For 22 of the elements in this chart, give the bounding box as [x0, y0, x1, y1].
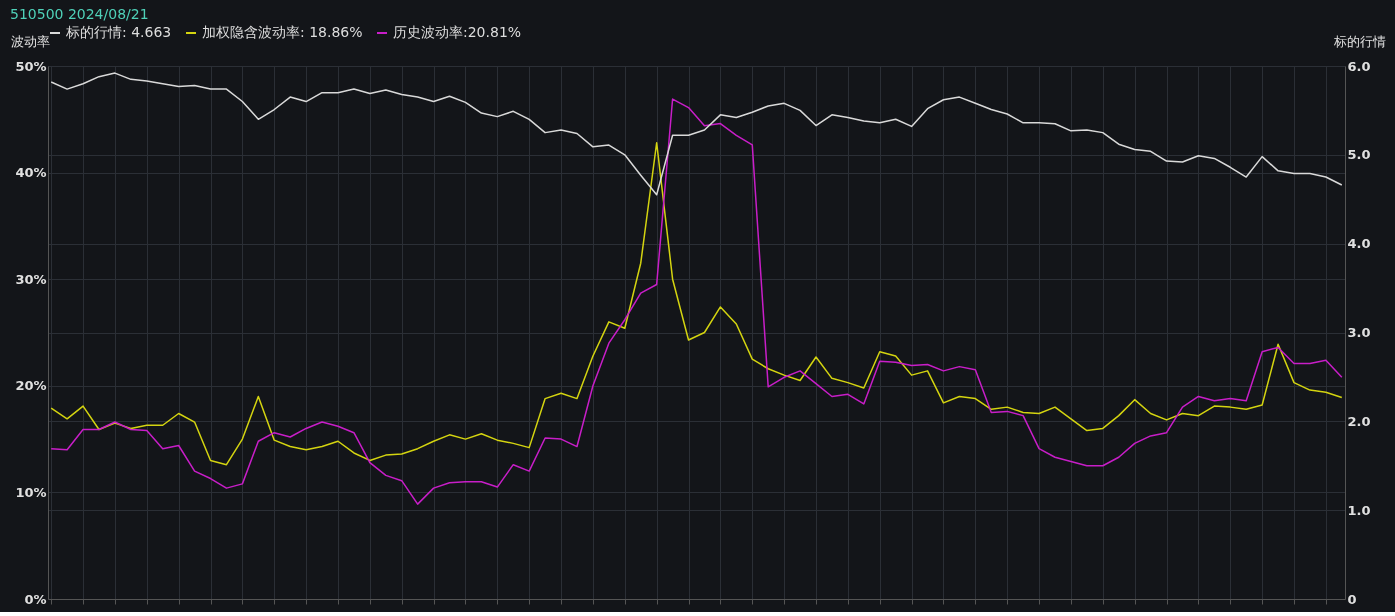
chart-title: 510500 2024/08/21	[10, 6, 149, 22]
y2-tick-label: 0	[1347, 591, 1357, 607]
y2-tick-label: 5.0	[1347, 147, 1371, 163]
y2-tick-label: 6.0	[1347, 58, 1371, 74]
y-tick-label: 20%	[15, 378, 47, 394]
y2-tick-label: 2.0	[1347, 413, 1371, 429]
line-series	[50, 142, 1343, 466]
y-tick-label: 10%	[15, 484, 47, 500]
legend-label: 标的行情: 4.663	[65, 24, 172, 40]
line-series	[50, 72, 1343, 196]
line-series	[50, 98, 1343, 505]
legend-label: 历史波动率:20.81%	[393, 24, 522, 40]
y-tick-label: 0%	[24, 591, 47, 607]
y-tick-label: 50%	[15, 58, 47, 74]
legend-label: 加权隐含波动率: 18.86%	[202, 24, 363, 40]
y-tick-label: 30%	[15, 271, 47, 287]
y2-axis-title: 标的行情	[1332, 33, 1386, 49]
y2-tick-label: 1.0	[1347, 502, 1371, 518]
y-tick-label: 40%	[15, 165, 47, 181]
y2-tick-label: 4.0	[1347, 236, 1371, 252]
y-axis-title: 波动率	[10, 33, 50, 49]
y2-tick-label: 3.0	[1347, 325, 1371, 340]
